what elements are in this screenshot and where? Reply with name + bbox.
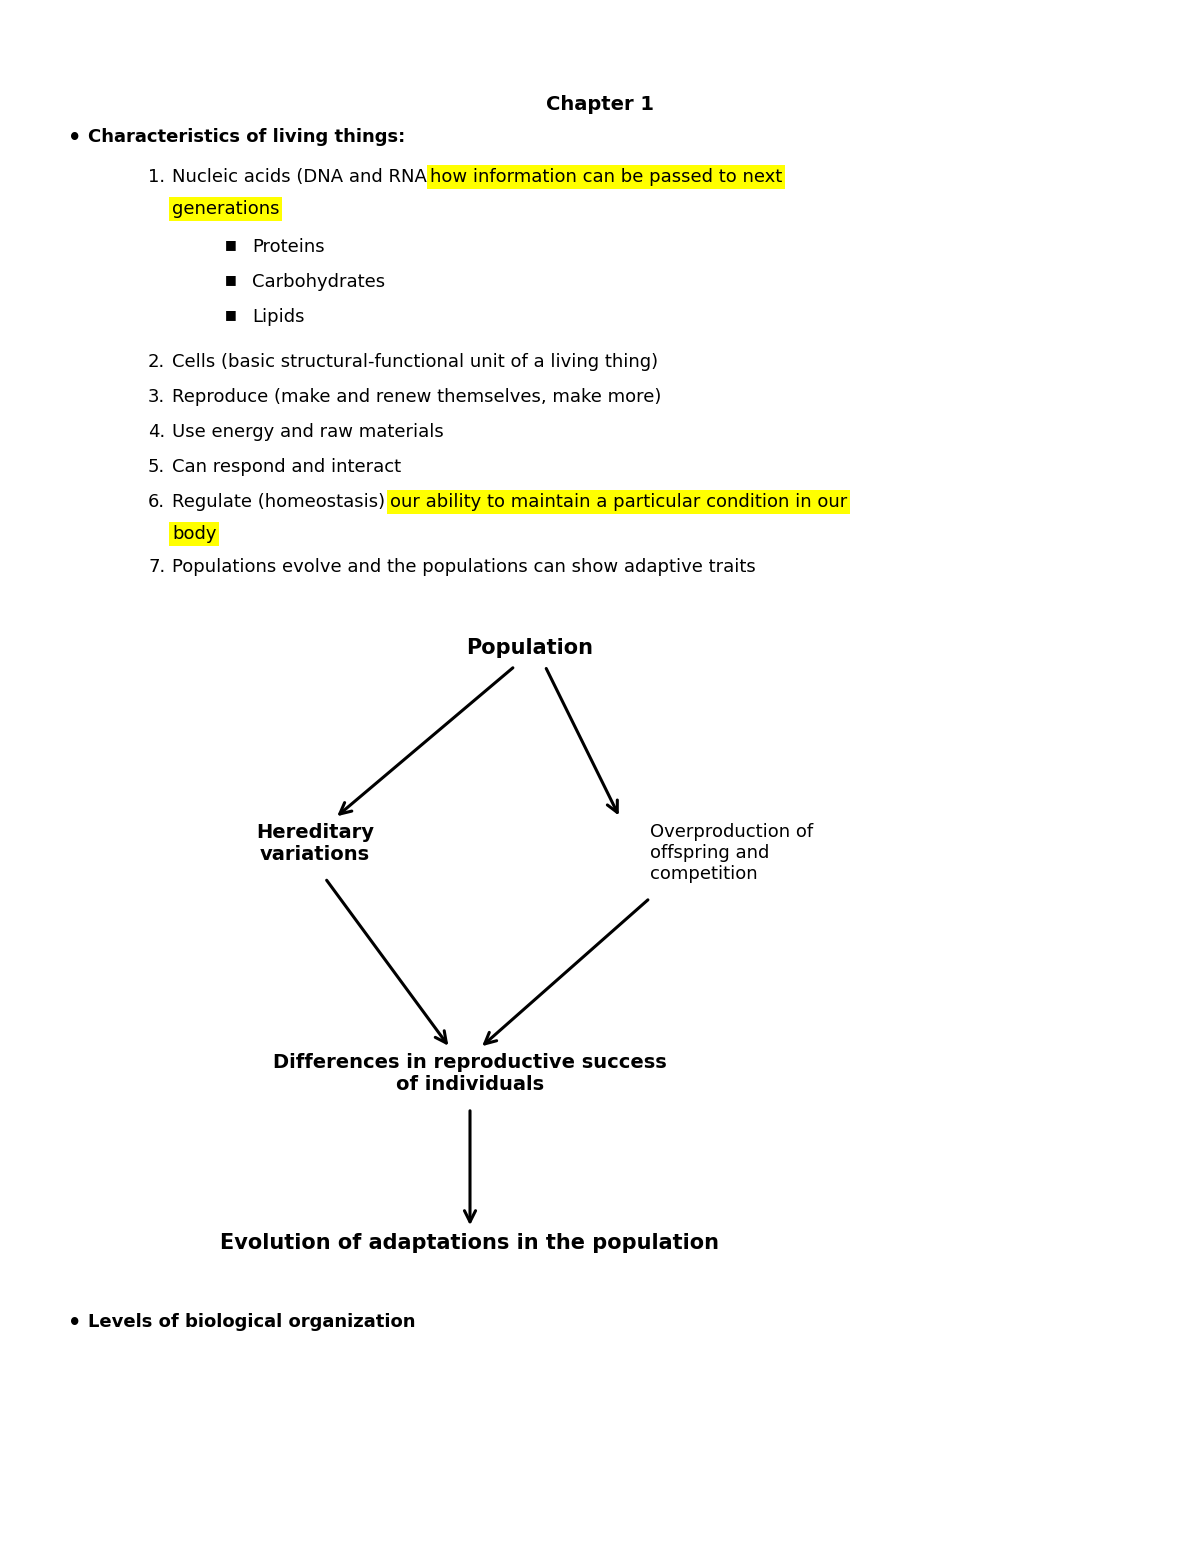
Text: generations: generations	[172, 200, 280, 217]
Text: ■: ■	[226, 307, 236, 321]
Text: 6.: 6.	[148, 492, 166, 511]
Text: 2.: 2.	[148, 353, 166, 371]
Text: 7.: 7.	[148, 558, 166, 576]
Text: Proteins: Proteins	[252, 238, 325, 256]
Text: Can respond and interact: Can respond and interact	[172, 458, 401, 477]
Text: Characteristics of living things:: Characteristics of living things:	[88, 127, 406, 146]
Text: ■: ■	[226, 238, 236, 252]
Text: 1.: 1.	[148, 168, 166, 186]
Text: body: body	[172, 525, 216, 544]
Text: 3.: 3.	[148, 388, 166, 405]
Text: 4.: 4.	[148, 422, 166, 441]
Text: •: •	[68, 1312, 82, 1332]
Text: •: •	[68, 127, 82, 148]
Text: Use energy and raw materials: Use energy and raw materials	[172, 422, 444, 441]
Text: Evolution of adaptations in the population: Evolution of adaptations in the populati…	[221, 1233, 720, 1253]
Text: 5.: 5.	[148, 458, 166, 477]
Text: how information can be passed to next: how information can be passed to next	[430, 168, 782, 186]
Text: Carbohydrates: Carbohydrates	[252, 273, 385, 290]
Text: Population: Population	[467, 638, 594, 658]
Text: Regulate (homeostasis):: Regulate (homeostasis):	[172, 492, 391, 511]
Text: Cells (basic structural-functional unit of a living thing): Cells (basic structural-functional unit …	[172, 353, 658, 371]
Text: Levels of biological organization: Levels of biological organization	[88, 1312, 415, 1331]
Text: Populations evolve and the populations can show adaptive traits: Populations evolve and the populations c…	[172, 558, 756, 576]
Text: our ability to maintain a particular condition in our: our ability to maintain a particular con…	[390, 492, 847, 511]
Text: Hereditary
variations: Hereditary variations	[256, 823, 374, 863]
Text: ■: ■	[226, 273, 236, 286]
Text: Reproduce (make and renew themselves, make more): Reproduce (make and renew themselves, ma…	[172, 388, 661, 405]
Text: Nucleic acids (DNA and RNA):: Nucleic acids (DNA and RNA):	[172, 168, 440, 186]
Text: Chapter 1: Chapter 1	[546, 95, 654, 113]
Text: Differences in reproductive success
of individuals: Differences in reproductive success of i…	[274, 1053, 667, 1093]
Text: Lipids: Lipids	[252, 307, 305, 326]
Text: Overproduction of
offspring and
competition: Overproduction of offspring and competit…	[650, 823, 814, 882]
